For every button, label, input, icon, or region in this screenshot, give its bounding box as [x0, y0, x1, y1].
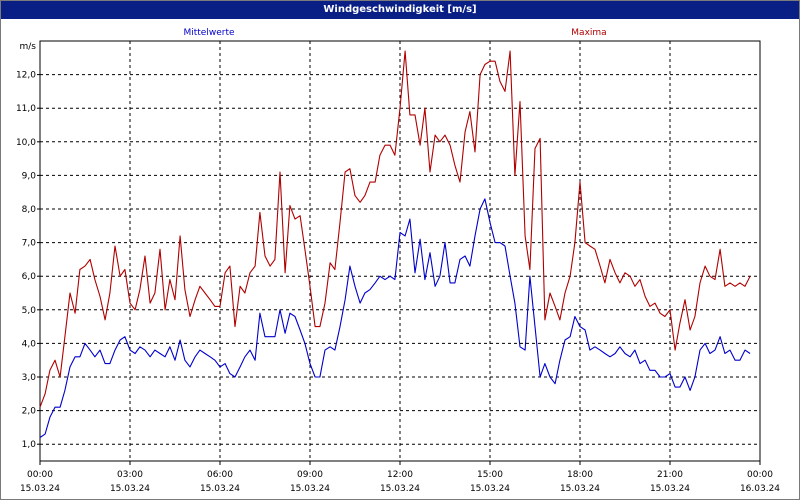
y-tick-label: 11,0: [16, 104, 36, 114]
y-tick-label: 10,0: [16, 138, 36, 148]
x-tick-time: 15:00: [477, 470, 503, 480]
x-tick-time: 00:00: [747, 470, 773, 480]
y-axis-label: m/s: [20, 42, 37, 52]
x-tick-date: 15.03.24: [20, 484, 60, 494]
y-tick-label: 7,0: [22, 239, 37, 249]
wind-speed-chart: 1,0 2,0 3,0 4,0 5,0 6,0 7,0 8,0 9,0 10,0 11,0 12,0 0…: [16, 28, 780, 494]
x-tick-time: 03:00: [117, 470, 143, 480]
series-line-max: [39, 50, 751, 408]
y-tick-label: 9,0: [22, 171, 37, 181]
x-tick-date: 15.03.24: [380, 484, 420, 494]
y-tick-label: 1,0: [22, 440, 37, 450]
series-line-mean: [39, 198, 751, 438]
x-tick-time: 06:00: [207, 470, 233, 480]
x-tick-time: 12:00: [387, 470, 413, 480]
x-tick-time: 18:00: [567, 470, 593, 480]
y-tick-label: 6,0: [22, 272, 37, 282]
window-title: Windgeschwindigkeit [m/s]: [1, 1, 799, 19]
x-tick-date: 15.03.24: [650, 484, 690, 494]
x-tick-time: 21:00: [657, 470, 683, 480]
x-tick-date: 15.03.24: [110, 484, 150, 494]
x-tick-date: 15.03.24: [470, 484, 510, 494]
y-tick-label: 12,0: [16, 71, 36, 81]
y-tick-label: 5,0: [22, 306, 37, 316]
x-tick-time: 00:00: [27, 470, 53, 480]
y-tick-label: 8,0: [22, 205, 37, 215]
x-tick-date: 15.03.24: [290, 484, 330, 494]
x-tick-date: 16.03.24: [740, 484, 780, 494]
x-tick-time: 09:00: [297, 470, 323, 480]
legend-mean: Mittelwerte: [183, 28, 234, 38]
y-tick-label: 4,0: [22, 339, 37, 349]
y-tick-label: 3,0: [22, 373, 37, 383]
x-tick-date: 15.03.24: [560, 484, 600, 494]
y-tick-label: 2,0: [22, 407, 37, 417]
x-tick-date: 15.03.24: [200, 484, 240, 494]
legend-max: Maxima: [571, 28, 606, 38]
